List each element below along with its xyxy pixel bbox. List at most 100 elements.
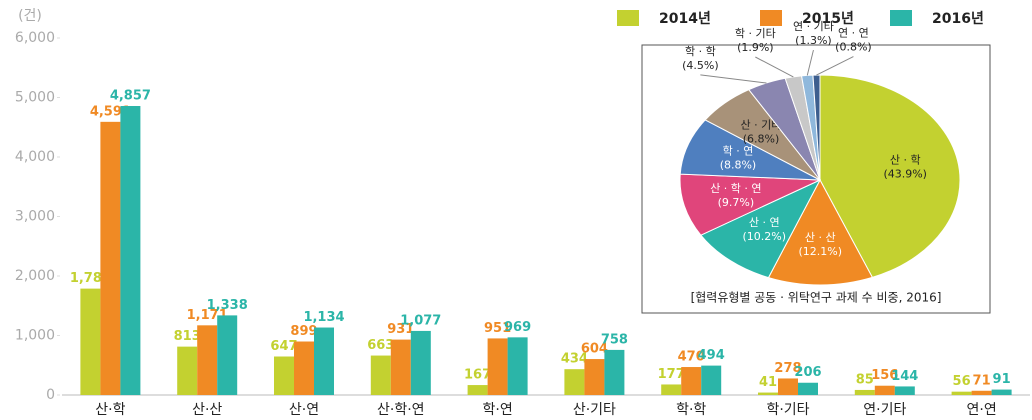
pie-value-label: (9.7%) [718,196,755,209]
pie-value-label: (43.9%) [883,168,927,181]
bar [294,341,314,395]
bar [951,391,972,395]
pie-value-label: (12.1%) [799,245,843,258]
y-tick-label: 1,000 [15,328,55,344]
bar [778,378,798,395]
legend-swatch [617,10,639,26]
pie-value-label: (8.8%) [720,159,757,172]
value-label: 1,077 [400,313,441,328]
pie-label: 산 · 기타 [741,118,782,131]
x-tick-label: 산·기타 [573,402,616,418]
value-label: 4,857 [110,89,151,104]
pie-label: 학 · 연 [723,145,754,158]
bar [681,367,702,395]
value-label: 647 [270,339,297,354]
bar [971,390,992,395]
value-label: 177 [658,367,685,382]
pie-slice [819,74,961,278]
legend-label: 2014년 [659,11,711,27]
x-tick-label: 산·연 [289,402,319,418]
bar [584,359,605,395]
value-label: 899 [290,324,317,339]
pie-label: 연 · 연 [838,27,869,40]
x-tick-label: 연·연 [966,402,996,418]
value-label: 91 [993,372,1011,387]
bar [177,346,198,395]
value-label: 144 [891,369,918,384]
pie-value-label: (4.5%) [682,59,719,72]
leader-line [806,49,814,76]
x-tick-label: 학·기타 [766,402,809,418]
pie-value-label: (0.8%) [835,41,872,54]
value-label: 758 [601,332,628,347]
bar [798,382,818,395]
y-tick-label: 5,000 [15,90,55,106]
bar [217,315,238,395]
bar [854,389,875,395]
bar [874,385,895,395]
leader-line [816,56,854,76]
bar [564,369,585,395]
pie-slice [700,178,822,279]
bar [991,389,1012,395]
bar [100,121,121,395]
leader-line [700,74,767,84]
bar [274,356,294,395]
bar [661,384,682,395]
pie-label: 산 · 학 · 연 [710,182,761,195]
value-label: 604 [581,342,608,357]
value-label: 969 [504,320,531,335]
x-tick-label: 산·학 [95,402,125,418]
leader-line [755,56,794,78]
pie-label: 학 · 기타 [735,27,776,40]
value-label: 56 [953,374,971,389]
bar [314,327,334,395]
pie-label: 산 · 산 [805,231,836,244]
value-label: 167 [464,368,491,383]
y-tick-label: 3,000 [15,209,55,225]
y-tick-label: 6,000 [15,30,55,46]
bar [487,338,508,395]
pie-value-label: (1.3%) [795,34,832,47]
bar [894,386,915,395]
x-tick-label: 산·학·연 [377,402,425,418]
bar [197,325,218,395]
pie-caption: [협력유형별 공동 · 위탁연구 과제 수 비중, 2016] [691,291,942,305]
value-label: 71 [973,373,991,388]
y-tick-label: 0 [46,387,55,403]
bar [390,339,411,395]
value-label: 494 [698,348,725,363]
pie-label: 연 · 기타 [793,20,834,33]
y-tick-label: 4,000 [15,149,55,165]
y-tick-label: 2,000 [15,268,55,284]
value-label: 951 [484,321,511,336]
pie-value-label: (10.2%) [742,230,786,243]
y-unit: (건) [18,8,42,24]
bar [701,365,722,395]
pie-value-label: (6.8%) [743,132,780,145]
value-label: 434 [561,352,588,367]
legend-swatch [760,10,782,26]
x-tick-label: 학·연 [482,402,512,418]
value-label: 278 [774,361,801,376]
value-label: 85 [856,372,874,387]
x-tick-label: 연·기타 [863,402,906,418]
value-label: 1,134 [303,310,344,325]
bar [467,385,488,395]
bar [507,337,528,395]
x-tick-label: 산·산 [192,402,222,418]
value-label: 813 [174,329,201,344]
bar [370,355,391,395]
bar [80,288,101,395]
pie-label: 산 · 학 [890,154,921,167]
bar [410,330,431,395]
value-label: 206 [794,365,821,380]
pie-label: 산 · 연 [749,216,780,229]
pie-slice [767,178,874,286]
value-label: 931 [387,322,414,337]
pie-label: 학 · 학 [685,45,716,58]
pie-value-label: (1.9%) [737,41,774,54]
value-label: 663 [367,338,394,353]
pie-slice [679,173,821,236]
